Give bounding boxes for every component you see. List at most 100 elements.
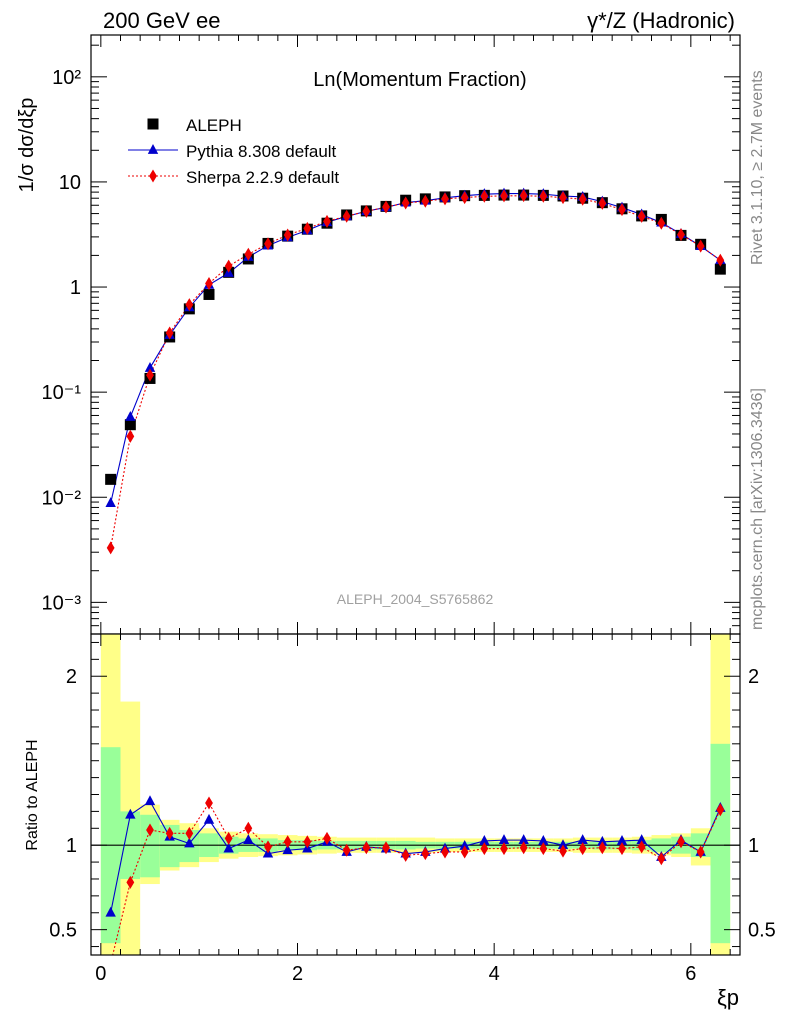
y-tick-label: 10⁻³: [42, 592, 82, 614]
ratio-tick-label-right: 1: [748, 835, 759, 857]
x-tick-label: 2: [292, 963, 303, 985]
mcplots-side-label: mcplots.cern.ch [arXiv:1306.3436]: [749, 388, 766, 630]
ratio-point-diamond: [618, 842, 626, 856]
main-point-diamond: [165, 326, 174, 340]
ratio-tick-label-left: 1: [66, 835, 77, 857]
x-axis-title: ξp: [717, 985, 739, 1010]
ratio-line-triangle: [110, 800, 721, 913]
ratio-point-triangle: [557, 839, 569, 850]
legend-label: Sherpa 2.2.9 default: [186, 168, 339, 187]
legend: ALEPH Pythia 8.308 default Sherpa 2.2.9 de…: [128, 116, 339, 187]
ratio-point-triangle: [479, 834, 490, 845]
ratio-point-triangle: [105, 906, 116, 917]
main-point-diamond: [578, 192, 587, 206]
main-point-square: [124, 419, 136, 431]
ratio-point-diamond: [441, 845, 449, 859]
ratio-point-diamond: [303, 835, 312, 849]
main-point-diamond: [362, 204, 371, 218]
y-tick-label: 1: [70, 277, 81, 299]
y-tick-label: 10: [59, 172, 81, 194]
ratio-point-triangle: [597, 835, 608, 846]
main-point-square: [203, 288, 215, 300]
ratio-point-diamond: [165, 826, 174, 840]
ratio-point-triangle: [636, 834, 647, 845]
ratio-point-diamond: [500, 842, 508, 856]
ratio-point-diamond: [264, 840, 272, 854]
legend-marker-triangle: [147, 144, 159, 154]
main-point-diamond: [637, 209, 646, 223]
legend-label: Pythia 8.308 default: [186, 142, 337, 161]
ratio-point-diamond: [539, 842, 548, 856]
ratio-tick-label-left: 2: [66, 666, 77, 688]
ratio-point-diamond: [460, 845, 469, 859]
main-point-triangle: [105, 497, 116, 507]
main-series-layer: [105, 187, 726, 555]
main-point-diamond: [146, 368, 154, 382]
y-tick-label: 10²: [52, 67, 81, 89]
main-point-diamond: [657, 216, 666, 230]
ratio-point-diamond: [657, 852, 666, 866]
legend-marker-diamond: [149, 169, 157, 183]
ratio-point-diamond: [362, 841, 371, 855]
main-point-square: [714, 263, 726, 275]
main-point-diamond: [205, 277, 213, 291]
main-point-diamond: [401, 196, 410, 210]
ratio-point-diamond: [224, 831, 233, 845]
main-point-diamond: [185, 298, 194, 312]
main-point-square: [105, 473, 117, 485]
ratio-point-diamond: [205, 796, 213, 810]
ratio-point-diamond: [696, 845, 705, 859]
ratio-point-diamond: [716, 803, 725, 817]
ratio-point-triangle: [616, 834, 628, 845]
ratio-point-diamond: [421, 847, 430, 861]
main-point-diamond: [382, 200, 390, 214]
ratio-point-triangle: [184, 837, 195, 848]
main-point-diamond: [460, 191, 469, 205]
main-point-diamond: [598, 196, 607, 210]
ratio-point-triangle: [223, 842, 234, 853]
ratio-point-diamond: [342, 843, 351, 857]
y-axis-title: 1/σ dσ/dξp: [16, 98, 38, 193]
analysis-watermark: ALEPH_2004_S5765862: [337, 591, 494, 607]
main-point-diamond: [323, 214, 331, 228]
stat-uncertainty-band: [159, 824, 180, 868]
main-point-diamond: [480, 189, 489, 203]
main-point-diamond: [677, 228, 685, 242]
main-point-diamond: [224, 259, 233, 273]
main-point-diamond: [441, 192, 449, 206]
legend-label: ALEPH: [186, 116, 242, 135]
main-point-diamond: [500, 189, 508, 203]
header-right-label: γ*/Z (Hadronic): [587, 8, 735, 33]
ratio-point-diamond: [677, 835, 685, 849]
main-point-diamond: [696, 239, 705, 253]
ratio-point-diamond: [146, 823, 154, 837]
stat-uncertainty-band: [710, 743, 731, 944]
ratio-point-diamond: [382, 841, 390, 855]
ratio-point-diamond: [480, 842, 489, 856]
header-left-label: 200 GeV ee: [103, 8, 220, 33]
chart-title: Ln(Momentum Fraction): [313, 69, 526, 91]
ratio-point-diamond: [126, 875, 135, 889]
ratio-series-layer: [105, 795, 726, 955]
legend-marker-square: [147, 118, 159, 130]
ratio-point-triangle: [144, 795, 156, 806]
main-point-triangle: [144, 361, 156, 372]
ratio-point-triangle: [203, 813, 215, 824]
main-point-diamond: [106, 541, 115, 555]
ratio-point-diamond: [323, 831, 331, 845]
ratio-point-diamond: [401, 848, 410, 862]
x-tick-label: 6: [685, 963, 696, 985]
ratio-axes-layer: 0 2 4 6 0.5 0.5 1 1 2 2: [49, 35, 776, 985]
ratio-point-triangle: [125, 808, 136, 819]
ratio-tick-label-right: 2: [748, 666, 759, 688]
ratio-point-triangle: [282, 844, 293, 855]
main-point-diamond: [244, 247, 253, 261]
main-point-diamond: [126, 429, 135, 443]
ratio-point-diamond: [283, 835, 292, 849]
y-tick-label: 10⁻¹: [42, 382, 82, 404]
x-tick-label: 4: [489, 963, 500, 985]
ratio-point-triangle: [459, 840, 470, 850]
ratio-point-diamond: [637, 840, 646, 854]
